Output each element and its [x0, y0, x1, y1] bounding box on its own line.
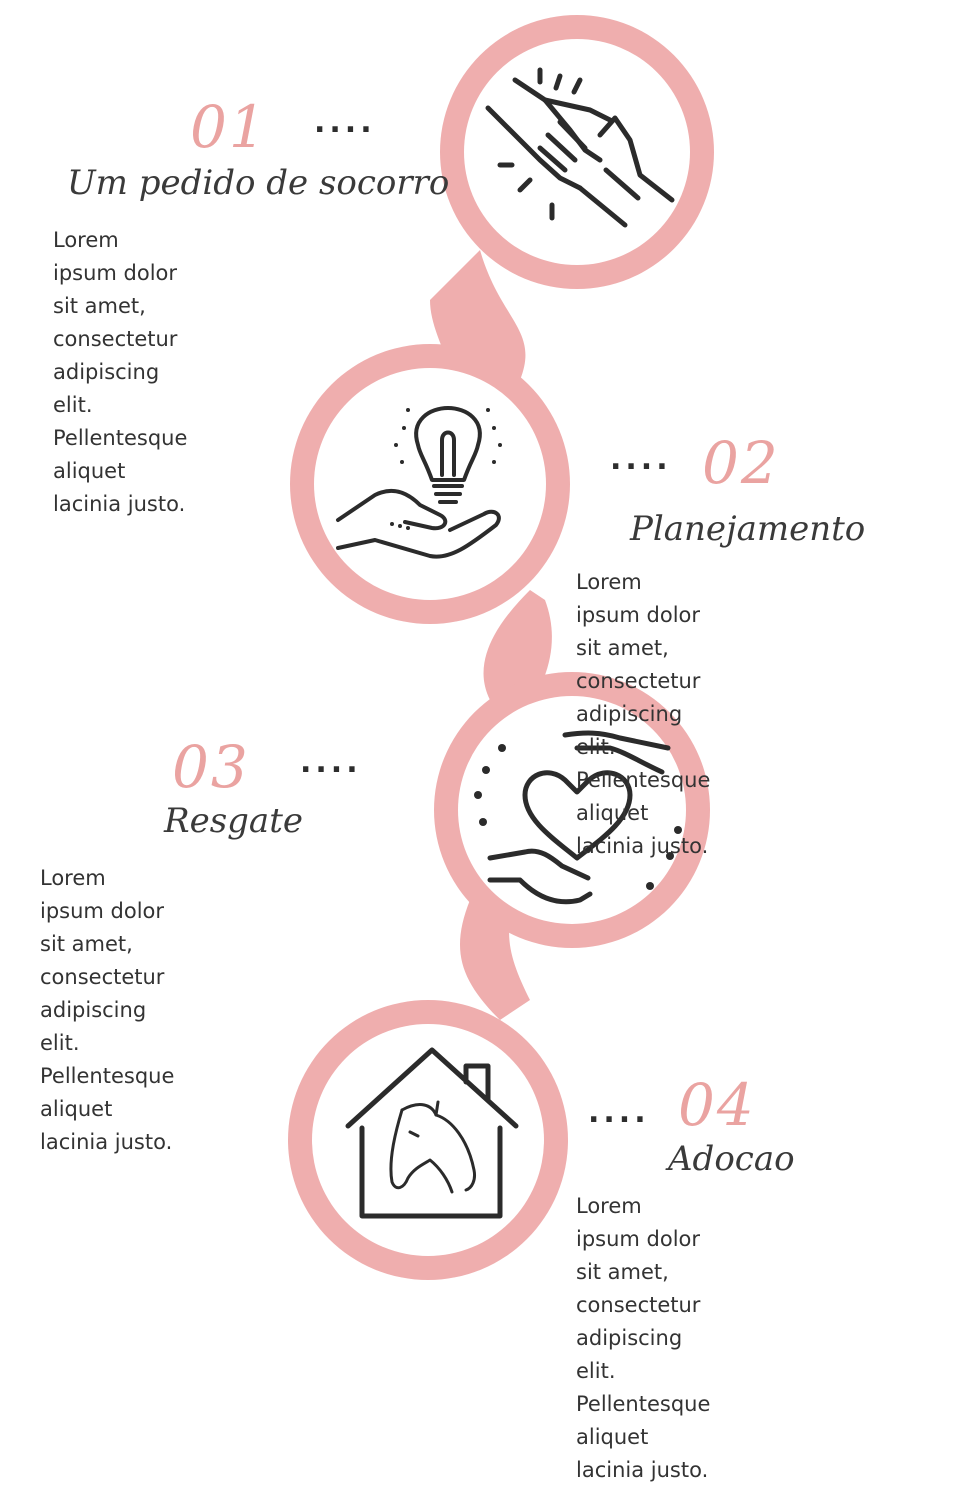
step-dots: ....: [610, 442, 672, 477]
step-description: Lorem ipsum dolor sit amet, consectetur …: [40, 866, 175, 1154]
step-dots: ....: [314, 105, 376, 140]
step-title: Um pedido de socorro: [67, 163, 450, 203]
step-title: Adocao: [668, 1139, 795, 1179]
helping-hands-icon: [485, 67, 675, 228]
idea-hand-icon: [336, 406, 502, 559]
step-description: Lorem ipsum dolor sit amet, consectetur …: [576, 570, 711, 858]
step-number: 04: [678, 1071, 756, 1139]
heart-hands-icon: [474, 730, 682, 905]
step-number: 02: [702, 429, 780, 497]
step-dots: ....: [588, 1095, 650, 1130]
process-chain: [288, 15, 714, 1280]
horse-house-icon: [345, 1047, 519, 1219]
step-title: Planejamento: [630, 509, 866, 549]
step-dots: ....: [300, 745, 362, 780]
step-number: 03: [172, 733, 250, 801]
step-description: Lorem ipsum dolor sit amet, consectetur …: [576, 1194, 711, 1482]
circle-1: [464, 39, 690, 265]
circle-2: [314, 368, 546, 600]
step-number: 01: [190, 93, 268, 161]
step-title: Resgate: [164, 801, 303, 841]
circle-4: [312, 1024, 544, 1256]
step-description: Lorem ipsum dolor sit amet, consectetur …: [53, 228, 188, 516]
